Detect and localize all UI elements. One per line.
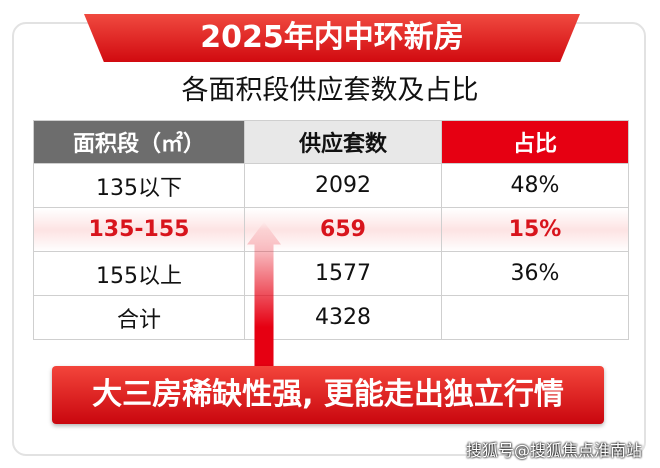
title-ribbon: 2025年内中环新房 bbox=[84, 14, 580, 62]
table-cell: 15% bbox=[441, 207, 629, 252]
table-row: 155以上 1577 36% bbox=[33, 251, 629, 296]
table-row: 135-155 659 15% bbox=[33, 207, 629, 252]
table-row: 合计 4328 bbox=[33, 295, 629, 340]
data-table: 面积段（㎡） 供应套数 占比 135以下 2092 48% 135-155 659 15% 15… bbox=[33, 120, 629, 340]
table-cell: 155以上 bbox=[33, 251, 245, 296]
column-header: 占比 bbox=[441, 120, 629, 164]
header-row: 面积段（㎡） 供应套数 占比 bbox=[33, 120, 629, 164]
callout: 大三房稀缺性强, 更能走出独立行情 bbox=[52, 366, 604, 424]
table-cell bbox=[441, 295, 629, 340]
table-cell: 135-155 bbox=[33, 207, 245, 252]
table-cell: 36% bbox=[441, 251, 629, 296]
table-cell: 48% bbox=[441, 163, 629, 208]
table-cell: 2092 bbox=[244, 163, 442, 208]
column-header: 面积段（㎡） bbox=[33, 120, 245, 164]
table-cell: 1577 bbox=[244, 251, 442, 296]
watermark: 搜狐号@搜狐焦点淮南站 bbox=[465, 441, 642, 460]
table-cell: 659 bbox=[244, 207, 442, 252]
table-cell: 4328 bbox=[244, 295, 442, 340]
table-cell: 合计 bbox=[33, 295, 245, 340]
table-row: 135以下 2092 48% bbox=[33, 163, 629, 208]
table-cell: 135以下 bbox=[33, 163, 245, 208]
subtitle: 各面积段供应套数及占比 bbox=[181, 75, 479, 106]
column-header: 供应套数 bbox=[244, 120, 442, 164]
